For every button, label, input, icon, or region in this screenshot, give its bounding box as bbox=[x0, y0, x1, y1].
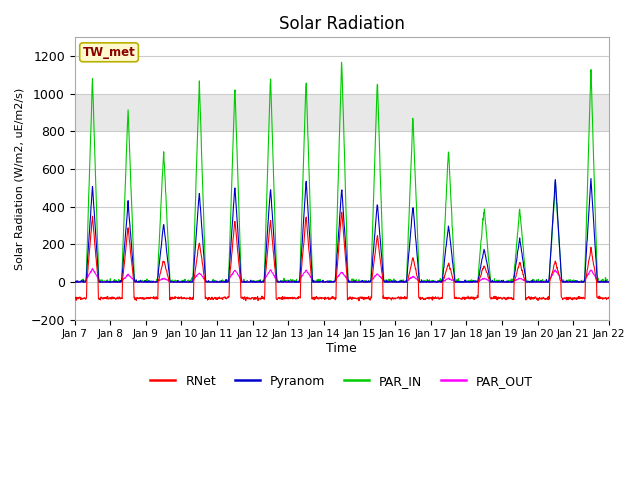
X-axis label: Time: Time bbox=[326, 342, 357, 355]
Title: Solar Radiation: Solar Radiation bbox=[279, 15, 404, 33]
Text: TW_met: TW_met bbox=[83, 46, 136, 59]
Y-axis label: Solar Radiation (W/m2, uE/m2/s): Solar Radiation (W/m2, uE/m2/s) bbox=[15, 87, 25, 270]
Legend: RNet, Pyranom, PAR_IN, PAR_OUT: RNet, Pyranom, PAR_IN, PAR_OUT bbox=[145, 370, 538, 393]
Bar bbox=[75, 94, 609, 132]
